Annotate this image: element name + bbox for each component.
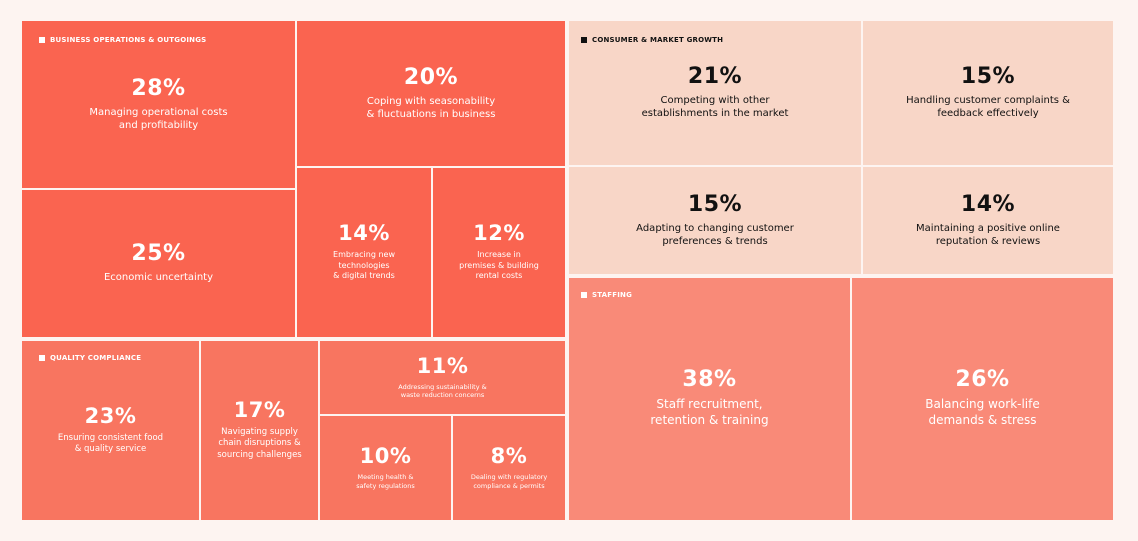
tile-percentage: 20% bbox=[403, 64, 459, 90]
tile-quality-compliance-4: 10% Meeting health & safety regulations bbox=[320, 416, 451, 520]
tile-label: Coping with seasonability & fluctuations… bbox=[366, 95, 496, 120]
tile-label: Increase in premises & building rental c… bbox=[459, 250, 539, 281]
group-label-text: CONSUMER & MARKET GROWTH bbox=[592, 36, 724, 44]
tile-quality-compliance-5: 8% Dealing with regulatory compliance & p… bbox=[453, 416, 565, 520]
tile-business-operations-2: 25% Economic uncertainty bbox=[22, 190, 295, 337]
tile-business-operations-1: 28% Managing operational costs and profit… bbox=[22, 21, 295, 188]
tile-business-operations-3: 20% Coping with seasonability & fluctuati… bbox=[297, 21, 565, 166]
tile-label: Handling customer complaints & feedback … bbox=[906, 95, 1070, 119]
tile-label: Meeting health & safety regulations bbox=[356, 473, 415, 490]
tile-business-operations-4: 14% Embracing new technologies & digital … bbox=[297, 168, 431, 337]
tile-percentage: 28% bbox=[131, 75, 186, 101]
square-bullet-icon bbox=[581, 292, 587, 298]
tile-label: Competing with other establishments in t… bbox=[641, 95, 789, 119]
tile-quality-compliance-3: 11% Addressing sustainability & waste red… bbox=[320, 341, 565, 414]
tile-percentage: 11% bbox=[416, 353, 469, 378]
tile-label: Navigating supply chain disruptions & so… bbox=[217, 427, 302, 460]
tile-percentage: 38% bbox=[682, 367, 737, 393]
tile-label: Embracing new technologies & digital tre… bbox=[333, 250, 395, 281]
tile-percentage: 23% bbox=[84, 403, 137, 428]
tile-label: Dealing with regulatory compliance & per… bbox=[470, 473, 548, 490]
group-label-text: BUSINESS OPERATIONS & OUTGOINGS bbox=[50, 36, 207, 44]
group-label-consumer-market: CONSUMER & MARKET GROWTH bbox=[581, 36, 723, 44]
tile-consumer-market-1: 21% Competing with other establishments i… bbox=[569, 21, 861, 165]
group-label-quality-compliance: QUALITY COMPLIANCE bbox=[39, 354, 141, 362]
tile-label: Managing operational costs and profitabi… bbox=[89, 106, 228, 131]
tile-percentage: 15% bbox=[687, 191, 743, 217]
tile-business-operations-5: 12% Increase in premises & building renta… bbox=[433, 168, 565, 337]
tile-percentage: 8% bbox=[490, 444, 528, 469]
tile-percentage: 26% bbox=[955, 367, 1010, 393]
tile-consumer-market-2: 15% Handling customer complaints & feedba… bbox=[863, 21, 1113, 165]
square-bullet-icon bbox=[581, 37, 587, 43]
tile-percentage: 25% bbox=[131, 241, 186, 266]
tile-label: Addressing sustainability & waste reduct… bbox=[398, 382, 487, 399]
square-bullet-icon bbox=[39, 355, 45, 361]
tile-percentage: 14% bbox=[960, 191, 1016, 217]
tile-percentage: 12% bbox=[473, 221, 525, 246]
group-label-staffing: STAFFING bbox=[581, 291, 632, 299]
tile-label: Balancing work-life demands & stress bbox=[925, 397, 1040, 427]
tile-percentage: 15% bbox=[960, 64, 1016, 89]
tile-label: Adapting to changing customer preference… bbox=[636, 222, 794, 247]
tile-percentage: 14% bbox=[338, 221, 390, 246]
tile-consumer-market-3: 15% Adapting to changing customer prefere… bbox=[569, 167, 861, 274]
tile-label: Economic uncertainty bbox=[103, 272, 214, 283]
tile-consumer-market-4: 14% Maintaining a positive online reputat… bbox=[863, 167, 1113, 274]
tile-staffing-2: 26% Balancing work-life demands & stress bbox=[852, 278, 1113, 520]
tile-percentage: 21% bbox=[687, 64, 743, 89]
tile-staffing-1: 38% Staff recruitment, retention & traini… bbox=[569, 278, 850, 520]
group-label-text: QUALITY COMPLIANCE bbox=[50, 354, 142, 362]
tile-percentage: 17% bbox=[233, 398, 286, 423]
tile-label: Maintaining a positive online reputation… bbox=[916, 222, 1060, 247]
tile-quality-compliance-2: 17% Navigating supply chain disruptions &… bbox=[201, 341, 318, 520]
tile-label: Staff recruitment, retention & training bbox=[650, 397, 769, 427]
tile-quality-compliance-1: 23% Ensuring consistent food & quality se… bbox=[22, 341, 199, 520]
tile-label: Ensuring consistent food & quality servi… bbox=[57, 432, 164, 454]
group-label-text: STAFFING bbox=[592, 291, 633, 299]
square-bullet-icon bbox=[39, 37, 45, 43]
group-label-business-operations: BUSINESS OPERATIONS & OUTGOINGS bbox=[39, 36, 206, 44]
tile-percentage: 10% bbox=[359, 444, 412, 469]
